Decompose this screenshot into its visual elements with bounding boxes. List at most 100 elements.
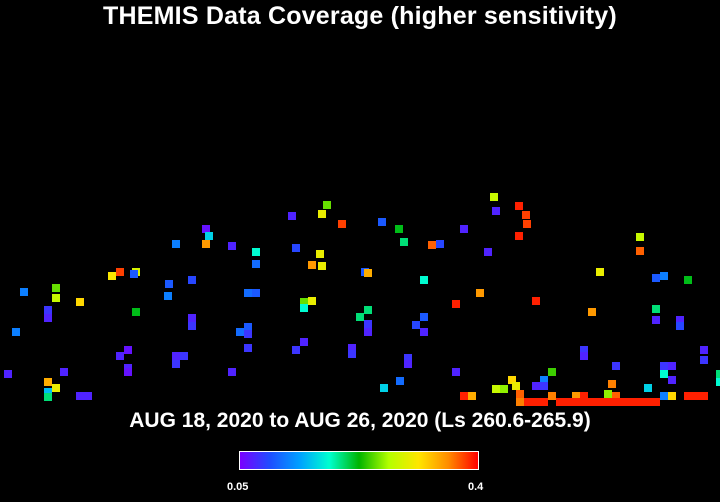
coverage-cell	[338, 220, 346, 228]
coverage-cell	[323, 201, 331, 209]
coverage-cell	[44, 388, 52, 396]
coverage-cell	[512, 382, 520, 390]
coverage-cell	[412, 321, 420, 329]
coverage-cell	[580, 352, 588, 360]
date-range-subtitle: AUG 18, 2020 to AUG 26, 2020 (Ls 260.6-2…	[129, 409, 591, 432]
coverage-cell	[252, 260, 260, 268]
coverage-cell	[428, 241, 436, 249]
coverage-cell	[76, 298, 84, 306]
coverage-cell	[524, 398, 532, 406]
coverage-cell	[84, 392, 92, 400]
coverage-cell	[316, 250, 324, 258]
coverage-cell	[580, 398, 588, 406]
coverage-cell	[364, 269, 372, 277]
coverage-cell	[532, 398, 540, 406]
coverage-cell	[12, 328, 20, 336]
coverage-cell	[500, 385, 508, 393]
coverage-cell	[205, 232, 213, 240]
coverage-cell	[318, 262, 326, 270]
coverage-cell	[52, 284, 60, 292]
coverage-cell	[188, 314, 196, 322]
coverage-cell	[636, 233, 644, 241]
coverage-cell	[172, 360, 180, 368]
coverage-cell	[692, 392, 700, 400]
coverage-cell	[364, 328, 372, 336]
coverage-cell	[244, 289, 252, 297]
coverage-cell	[348, 344, 356, 352]
coverage-cell	[300, 298, 308, 306]
coverage-cell	[244, 323, 252, 331]
coverage-cell	[612, 392, 620, 400]
coverage-cell	[52, 384, 60, 392]
coverage-cell	[364, 306, 372, 314]
coverage-cell	[404, 354, 412, 362]
coverage-cell	[596, 268, 604, 276]
coverage-cell	[308, 261, 316, 269]
coverage-cell	[76, 392, 84, 400]
coverage-cell	[228, 242, 236, 250]
coverage-cell	[515, 232, 523, 240]
coverage-cell	[300, 304, 308, 312]
coverage-cell	[716, 378, 720, 386]
coverage-cell	[308, 297, 316, 305]
coverage-cell	[300, 338, 308, 346]
coverage-cell	[172, 240, 180, 248]
coverage-cell	[676, 316, 684, 324]
coverage-cell	[356, 313, 364, 321]
coverage-cell	[668, 392, 676, 400]
chart-title: THEMIS Data Coverage (higher sensitivity…	[103, 2, 617, 30]
coverage-cell	[404, 360, 412, 368]
coverage-cell	[604, 390, 612, 398]
coverage-cell	[612, 362, 620, 370]
coverage-cell	[236, 328, 244, 336]
coverage-cell	[228, 368, 236, 376]
coverage-cell	[52, 294, 60, 302]
coverage-cell	[652, 305, 660, 313]
coverage-cell	[572, 398, 580, 406]
coverage-cell	[116, 268, 124, 276]
coverage-cell	[132, 308, 140, 316]
coverage-cell	[44, 393, 52, 401]
coverage-cell	[420, 328, 428, 336]
coverage-cell	[652, 316, 660, 324]
coverage-cell	[116, 352, 124, 360]
coverage-cell	[4, 370, 12, 378]
coverage-cell	[252, 289, 260, 297]
coverage-cell	[452, 300, 460, 308]
coverage-cell	[700, 356, 708, 364]
coverage-cell	[44, 314, 52, 322]
coverage-cell	[476, 289, 484, 297]
coverage-cell	[652, 274, 660, 282]
coverage-cell	[523, 220, 531, 228]
coverage-cell	[660, 370, 668, 378]
colorbar	[239, 451, 479, 470]
coverage-cell	[180, 352, 188, 360]
coverage-cell	[288, 212, 296, 220]
coverage-cell	[620, 398, 628, 406]
coverage-cell	[492, 207, 500, 215]
coverage-cell	[652, 398, 660, 406]
coverage-cell	[556, 398, 564, 406]
coverage-cell	[628, 398, 636, 406]
coverage-cell	[124, 368, 132, 376]
coverage-cell	[700, 346, 708, 354]
coverage-cell	[396, 377, 404, 385]
coverage-cell	[644, 384, 652, 392]
colorbar-max-label: 0.4	[468, 481, 484, 493]
coverage-cell	[400, 238, 408, 246]
coverage-cell	[676, 322, 684, 330]
coverage-cell	[348, 350, 356, 358]
coverage-cell	[644, 398, 652, 406]
coverage-cell	[244, 330, 252, 338]
coverage-cell	[420, 313, 428, 321]
coverage-cell	[436, 240, 444, 248]
coverage-cell	[548, 392, 556, 400]
coverage-cell	[684, 276, 692, 284]
coverage-cell	[452, 368, 460, 376]
coverage-cell	[660, 392, 668, 400]
coverage-cell	[684, 392, 692, 400]
coverage-cell	[130, 270, 138, 278]
coverage-cell	[636, 247, 644, 255]
coverage-cell	[380, 384, 388, 392]
